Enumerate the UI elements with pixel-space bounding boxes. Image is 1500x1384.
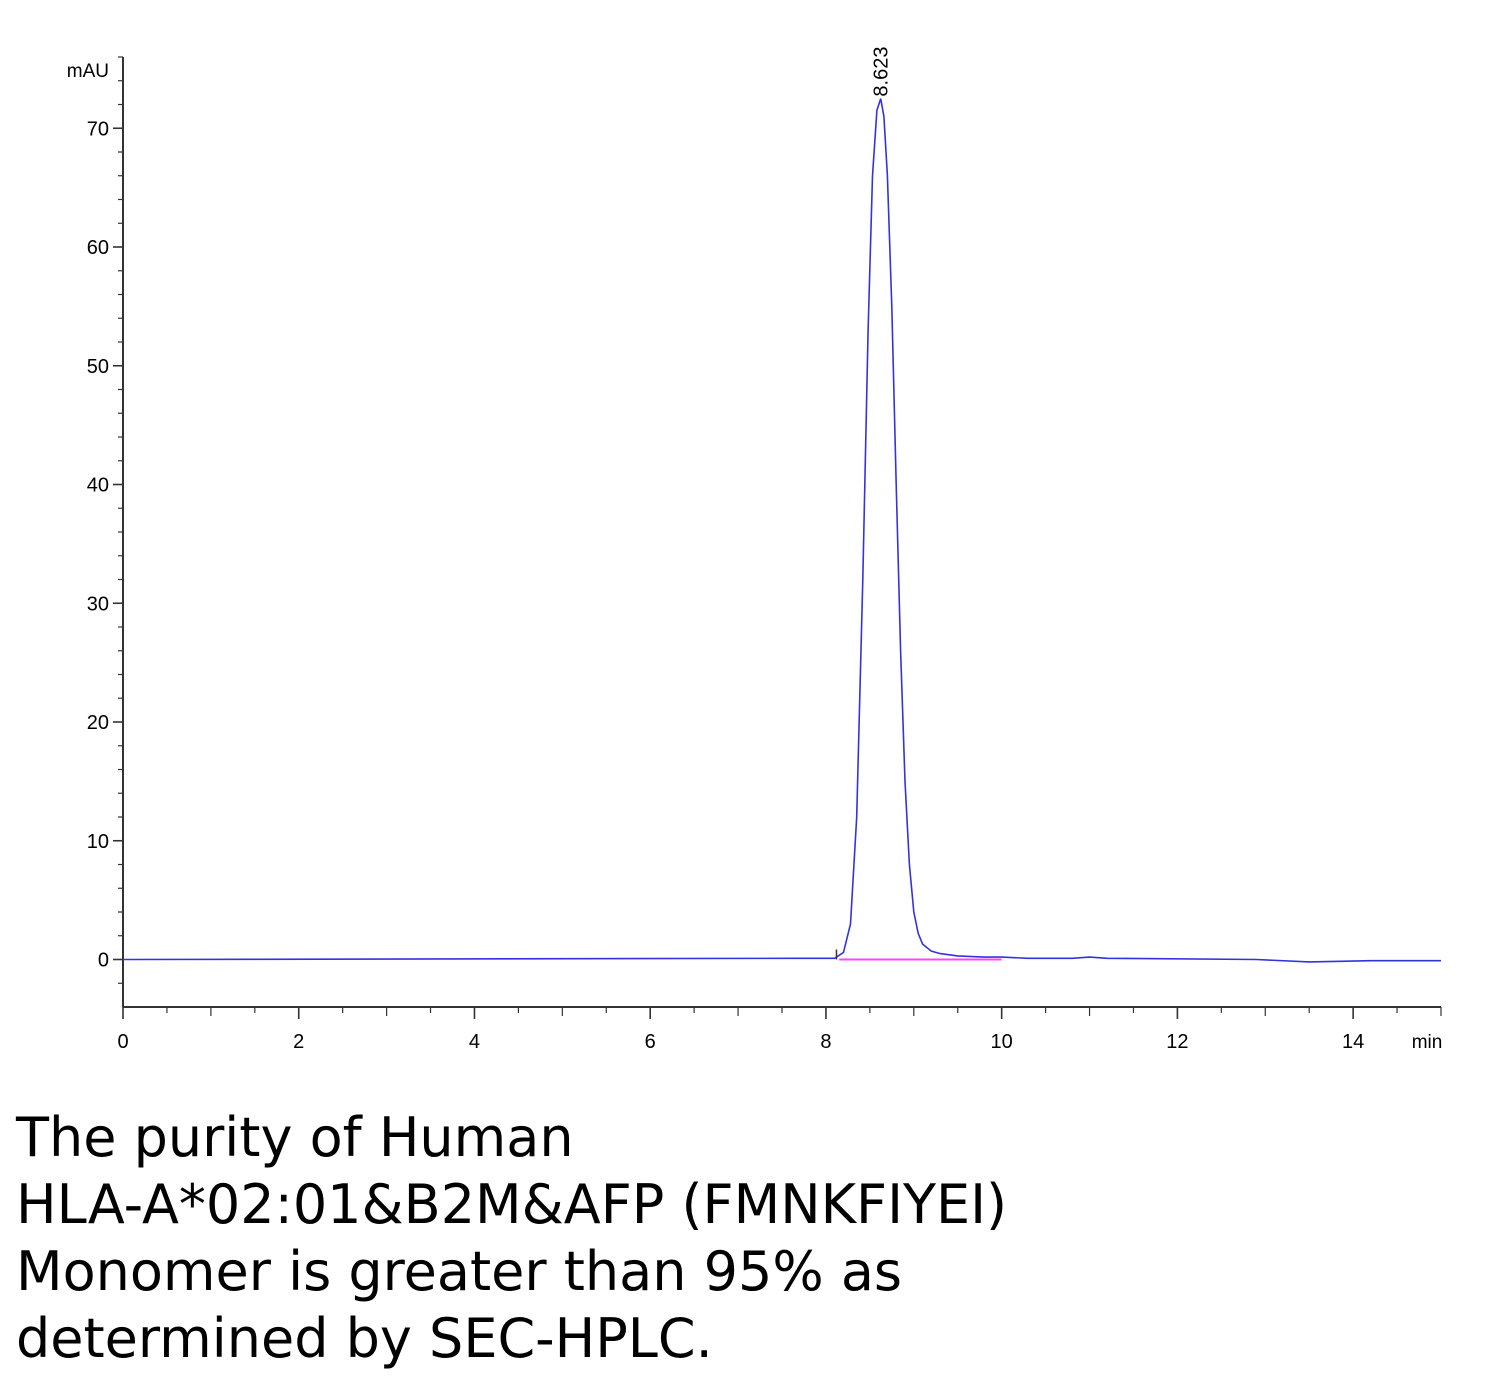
y-tick-label: 30 (87, 593, 109, 615)
x-tick-label: 0 (117, 1031, 128, 1053)
x-axis-unit-label: min (1412, 1032, 1443, 1053)
x-tick-label: 2 (293, 1031, 304, 1053)
x-tick-label: 14 (1342, 1031, 1364, 1053)
y-tick-label: 20 (87, 712, 109, 734)
x-tick-label: 6 (645, 1031, 656, 1053)
peak-retention-label: 8.623 (871, 47, 893, 97)
caption-line-2: HLA-A*02:01&B2M&AFP (FMNKFIYEI) (16, 1173, 1008, 1236)
caption-line-3: Monomer is greater than 95% as (16, 1240, 903, 1303)
x-tick-label: 8 (820, 1031, 831, 1053)
caption-line-1: The purity of Human (16, 1106, 574, 1169)
y-tick-label: 10 (87, 831, 109, 853)
x-axis-ticks: 0 2 4 6 8 10 12 14 (117, 1007, 1442, 1053)
y-axis-unit-label: mAU (67, 61, 109, 82)
y-tick-label: 50 (87, 356, 109, 378)
x-tick-label: 10 (991, 1031, 1013, 1053)
y-tick-label: 0 (98, 950, 109, 972)
chromatogram-trace (122, 98, 1441, 963)
y-axis-ticks: 0 10 20 30 40 50 60 70 (87, 56, 123, 984)
x-tick-label: 12 (1166, 1031, 1188, 1053)
y-tick-label: 40 (87, 475, 109, 497)
chromatogram-chart: 0 10 20 30 40 50 60 70 0 2 4 6 8 10 12 14 mAU min 8.62… (67, 47, 1443, 1054)
x-tick-label: 4 (469, 1031, 480, 1053)
y-tick-label: 60 (87, 237, 109, 259)
caption-line-4: determined by SEC-HPLC. (16, 1307, 713, 1370)
y-tick-label: 70 (87, 118, 109, 140)
purity-caption: The purity of Human HLA-A*02:01&B2M&AFP … (16, 1104, 1476, 1372)
